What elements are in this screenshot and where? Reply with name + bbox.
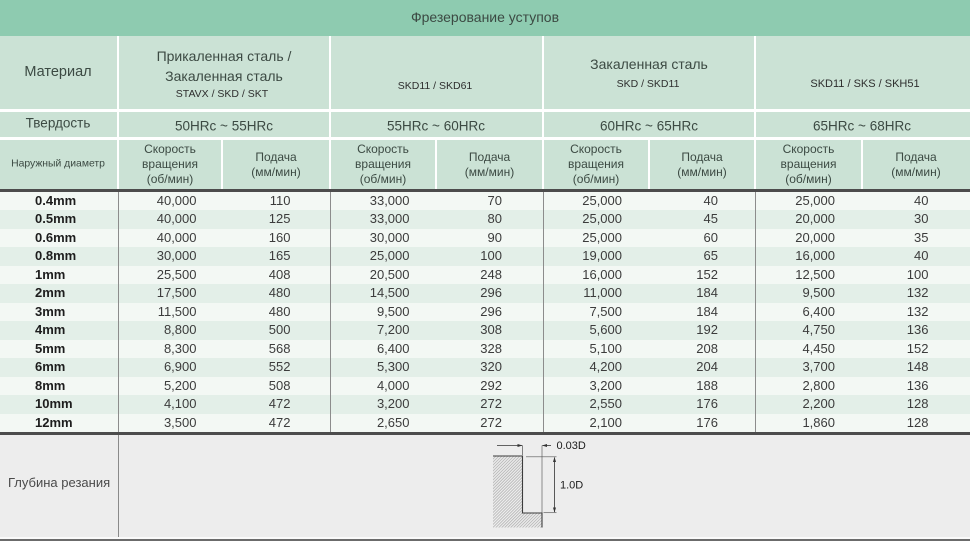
svg-text:1.0D: 1.0D <box>560 480 583 492</box>
svg-text:0.03D: 0.03D <box>557 440 586 452</box>
